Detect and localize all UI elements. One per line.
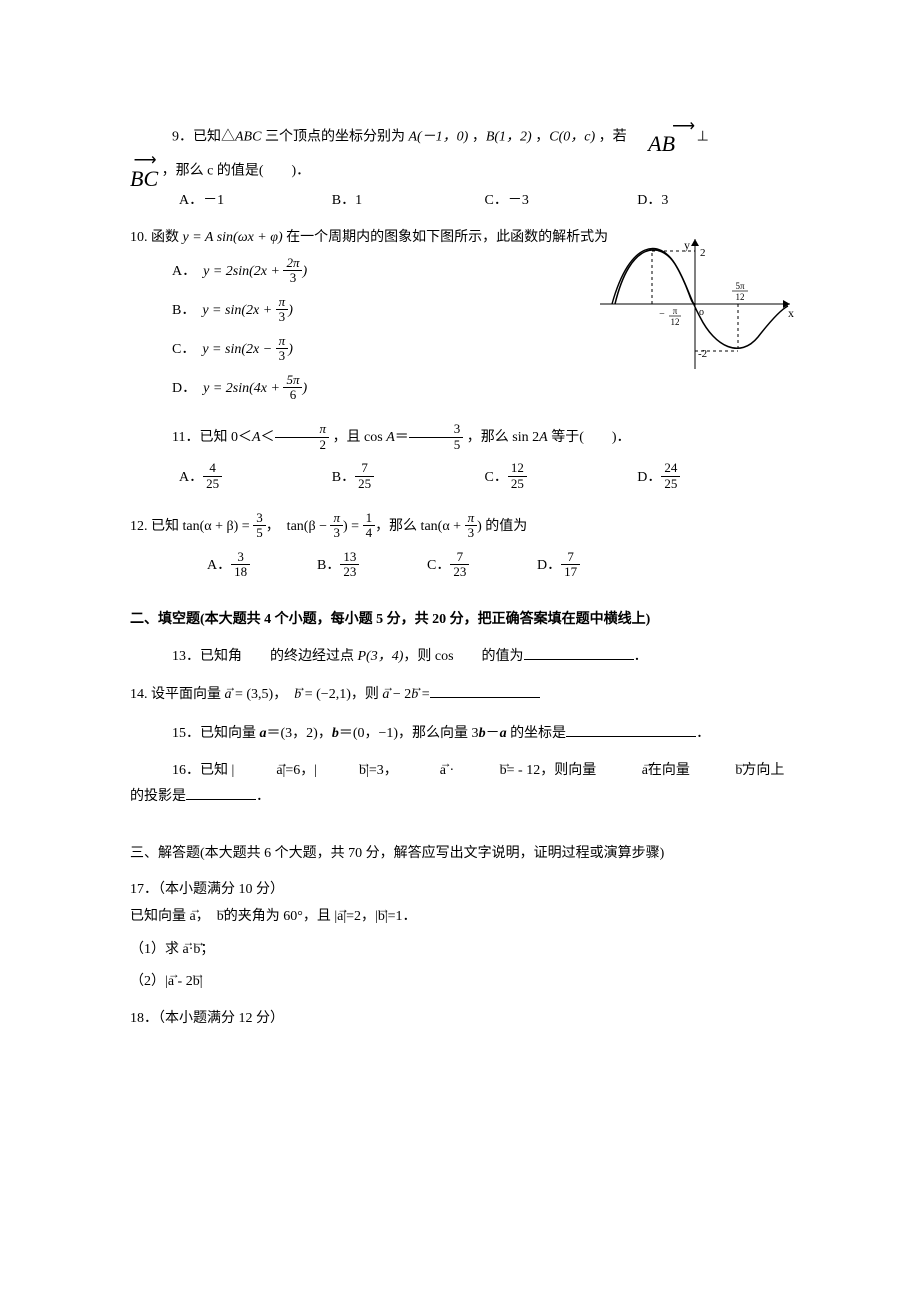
- question-12: 12. 已知 tan(α + β) = 35， tan(β − π3) = 14…: [130, 507, 790, 585]
- q17-line1: 已知向量 →a， →b的夹角为 60°，且 |→a|=2，|→b|=1．: [130, 904, 790, 931]
- blank-fill: [524, 645, 634, 660]
- svg-text:-2: -2: [698, 348, 707, 360]
- svg-text:2: 2: [700, 247, 706, 259]
- q11-options: A．425 B．725 C．1225 D．2425: [130, 458, 790, 497]
- q9-if: ，若: [595, 129, 630, 144]
- svg-text:o: o: [699, 307, 704, 318]
- question-13: 13．已知角 的终边经过点 P(3，4)，则 cos 的值为．: [130, 644, 790, 671]
- question-14: 14. 设平面向量 →a = (3,5)， →b = (−2,1)，则 →a −…: [130, 680, 790, 711]
- q12-opt-A: A．318: [207, 546, 317, 585]
- q11-opt-A: A．425: [179, 458, 332, 497]
- svg-text:π: π: [673, 306, 678, 316]
- q12-options: A．318 B．1323 C．723 D．717: [130, 546, 790, 585]
- svg-text:y: y: [684, 238, 690, 252]
- q11-opt-D: D．2425: [637, 458, 790, 497]
- svg-text:5π: 5π: [735, 281, 745, 291]
- q10-head: 10. 函数: [130, 230, 183, 245]
- blank-fill: [566, 722, 696, 737]
- question-15: 15．已知向量 a＝(3，2)，b＝(0，−1)，那么向量 3b－a 的坐标是．: [130, 721, 790, 748]
- q9-opt-B: B．1: [332, 188, 485, 215]
- q9-A: A(－1，0): [408, 129, 468, 144]
- q9-stem: 9．已知△ABC 三个顶点的坐标分别为 A(－1，0) ，B(1，2) ，C(0…: [130, 120, 790, 154]
- q9-prefix: 9．已知△: [172, 129, 235, 144]
- question-10: 10. 函数 y = A sin(ωx + φ) 在一个周期内的图象如下图所示，…: [130, 225, 790, 408]
- q17-part1: （1）求 →a·→b；: [130, 937, 790, 964]
- blank-fill: [186, 785, 256, 800]
- q9-C: C(0，c): [549, 129, 595, 144]
- q9-s2: ，: [532, 129, 550, 144]
- q10-tail: 在一个周期内的图象如下图所示，此函数的解析式为: [283, 230, 609, 245]
- q9-opt-A: A．－1: [179, 188, 332, 215]
- q9-tail: ，那么 c 的值是( )．: [162, 164, 311, 179]
- q9-opt-D: D．3: [637, 188, 790, 215]
- section-3-heading: 三、解答题(本大题共 6 个大题，共 70 分，解答应写出文字说明，证明过程或演…: [130, 841, 790, 868]
- q17-title: 17．（本小题满分 10 分）: [130, 877, 790, 904]
- q9-abc: ABC: [235, 129, 261, 144]
- vec-BC: ⟶BC: [130, 154, 158, 188]
- q18-title: 18．（本小题满分 12 分）: [130, 1006, 790, 1033]
- svg-text:−: −: [659, 309, 665, 320]
- q12-opt-C: C．723: [427, 546, 537, 585]
- sine-graph-svg: y x o 2 -2 − π 12 5π 12: [590, 229, 800, 379]
- q12-opt-D: D．717: [537, 546, 647, 585]
- q10-func: y = A sin(ωx + φ): [183, 230, 283, 245]
- svg-text:12: 12: [671, 317, 680, 327]
- svg-text:x: x: [788, 306, 794, 320]
- svg-text:12: 12: [736, 292, 745, 302]
- q9-options: A．－1 B．1 C．－3 D．3: [130, 188, 790, 215]
- q9-s1: ，: [468, 129, 486, 144]
- q10-graph: y x o 2 -2 − π 12 5π 12: [590, 229, 800, 379]
- q9-B: B(1，2): [486, 129, 532, 144]
- question-18: 18．（本小题满分 12 分）: [130, 1006, 790, 1033]
- question-16: 16．已知 |→a|=6，|→b|=3，→a · →b= - 12，则向量 →a…: [130, 758, 790, 811]
- q11-opt-C: C．1225: [485, 458, 638, 497]
- q9-perp: ⊥: [697, 129, 709, 144]
- q12-stem: 12. 已知 tan(α + β) = 35， tan(β − π3) = 14…: [130, 507, 790, 546]
- vec-AB: ⟶AB: [630, 120, 693, 154]
- q9-stem-2: ⟶BC ，那么 c 的值是( )．: [130, 154, 790, 188]
- question-9: 9．已知△ABC 三个顶点的坐标分别为 A(－1，0) ，B(1，2) ，C(0…: [130, 120, 790, 215]
- question-17: 17．（本小题满分 10 分） 已知向量 →a， →b的夹角为 60°，且 |→…: [130, 877, 790, 995]
- q17-part2: （2）|→a - 2→b|: [130, 969, 790, 996]
- q11-stem: 11．已知 0＜A＜π2 ，且 cos A＝35 ，那么 sin 2A 等于( …: [130, 418, 790, 457]
- blank-fill: [430, 683, 540, 698]
- q9-opt-C: C．－3: [485, 188, 638, 215]
- q11-opt-B: B．725: [332, 458, 485, 497]
- q12-opt-B: B．1323: [317, 546, 427, 585]
- section-2-heading: 二、填空题(本大题共 4 个小题，每小题 5 分，共 20 分，把正确答案填在题…: [130, 607, 790, 634]
- question-11: 11．已知 0＜A＜π2 ，且 cos A＝35 ，那么 sin 2A 等于( …: [130, 418, 790, 496]
- q9-t2: 三个顶点的坐标分别为: [261, 129, 408, 144]
